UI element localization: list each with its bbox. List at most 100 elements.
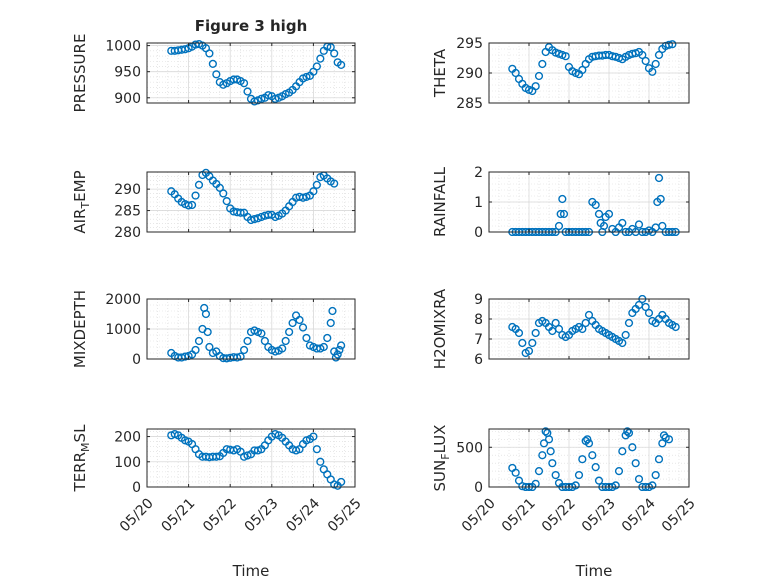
- data-point: [316, 457, 325, 466]
- y-tick-label: 200: [114, 430, 141, 446]
- plot-area: [489, 429, 689, 487]
- y-tick-label: 1000: [105, 39, 141, 55]
- y-tick-label: 0: [474, 225, 483, 241]
- y-tick-label: 950: [114, 65, 141, 81]
- data-point: [236, 352, 245, 361]
- data-point: [298, 193, 308, 202]
- y-tick-label: 280: [114, 225, 141, 241]
- data-series: [508, 427, 674, 491]
- y-axis-label-rest: LUX: [431, 425, 449, 454]
- y-tick-label: 2: [474, 165, 483, 181]
- data-point: [638, 50, 647, 60]
- y-axis-label-main: AIR: [71, 209, 89, 234]
- data-point: [191, 345, 200, 355]
- data-point: [584, 439, 594, 448]
- data-point: [323, 333, 332, 343]
- x-axis-label-left: Time: [232, 562, 270, 580]
- data-point: [271, 347, 280, 356]
- data-point: [326, 318, 335, 328]
- data-point: [648, 67, 657, 76]
- minor-grid: [147, 429, 355, 488]
- data-point: [556, 209, 565, 219]
- data-point: [541, 427, 550, 436]
- y-tick-label: 9: [474, 292, 483, 308]
- y-tick-label: 0: [132, 480, 141, 496]
- data-point: [264, 91, 273, 100]
- y-tick-label: 100: [114, 455, 141, 471]
- data-point: [335, 345, 344, 355]
- axes-box: [146, 42, 356, 104]
- data-point: [631, 459, 640, 468]
- data-point: [337, 341, 346, 350]
- data-point: [558, 194, 567, 204]
- data-point: [604, 209, 614, 219]
- data-point: [236, 208, 245, 217]
- data-point: [205, 342, 214, 352]
- data-point: [554, 324, 564, 334]
- data-point: [644, 308, 654, 318]
- data-point: [278, 344, 287, 353]
- y-axis-label-main: RAINFALL: [431, 166, 449, 237]
- data-point: [194, 180, 204, 189]
- data-point: [618, 338, 627, 348]
- data-point: [599, 221, 609, 231]
- data-point: [250, 97, 259, 106]
- data-point: [618, 218, 627, 228]
- y-tick-label: 290: [114, 182, 141, 198]
- data-point: [594, 476, 604, 485]
- data-point: [312, 180, 321, 189]
- data-point: [201, 309, 211, 319]
- data-point: [337, 60, 346, 70]
- data-point: [628, 443, 637, 452]
- data-point: [219, 189, 228, 198]
- data-point: [250, 215, 259, 224]
- y-axis-label: TERRMSL: [71, 424, 92, 493]
- data-point: [634, 474, 644, 484]
- data-point: [654, 50, 664, 60]
- data-point: [260, 336, 269, 346]
- y-axis-label-main: THETA: [431, 48, 449, 98]
- data-point: [578, 455, 587, 464]
- data-point: [312, 445, 321, 454]
- data-point: [584, 310, 594, 320]
- subplot-theta: 285 290 295 THETA: [431, 36, 690, 112]
- data-point: [651, 470, 660, 480]
- data-point: [208, 59, 217, 68]
- y-tick-label: 8: [474, 312, 483, 328]
- y-tick-label: 500: [456, 440, 483, 456]
- data-point: [285, 327, 294, 337]
- minor-grid: [489, 429, 689, 488]
- data-point: [288, 318, 297, 328]
- data-point: [578, 65, 587, 75]
- data-point: [531, 82, 540, 91]
- data-point: [187, 200, 197, 210]
- y-tick-label: 1000: [105, 322, 141, 338]
- data-point: [337, 477, 346, 487]
- y-axis-label-main: MIXDEPTH: [71, 290, 89, 368]
- y-axis-label-rest: EMP: [71, 170, 89, 201]
- x-axis-label-right: Time: [575, 562, 613, 580]
- y-axis-label: AIRTEMP: [71, 170, 92, 233]
- data-point: [539, 439, 549, 448]
- data-point: [618, 447, 627, 456]
- data-point: [591, 200, 600, 210]
- data-point: [319, 342, 328, 352]
- data-point: [554, 221, 564, 231]
- data-point: [518, 338, 527, 348]
- data-point: [594, 209, 604, 219]
- y-axis-label-subscript: F: [439, 453, 452, 459]
- axes-box: [488, 428, 690, 488]
- data-point: [514, 328, 524, 338]
- data-point: [312, 62, 321, 71]
- figure-title: Figure 3 high: [195, 17, 308, 35]
- data-point: [333, 350, 342, 359]
- axes-box: [488, 298, 690, 360]
- data-point: [281, 336, 290, 346]
- data-point: [298, 323, 308, 332]
- y-tick-label: 0: [474, 480, 483, 496]
- data-point: [658, 221, 667, 231]
- y-axis-label-main: TERR: [71, 452, 89, 493]
- y-axis-label: PRESSURE: [71, 34, 89, 113]
